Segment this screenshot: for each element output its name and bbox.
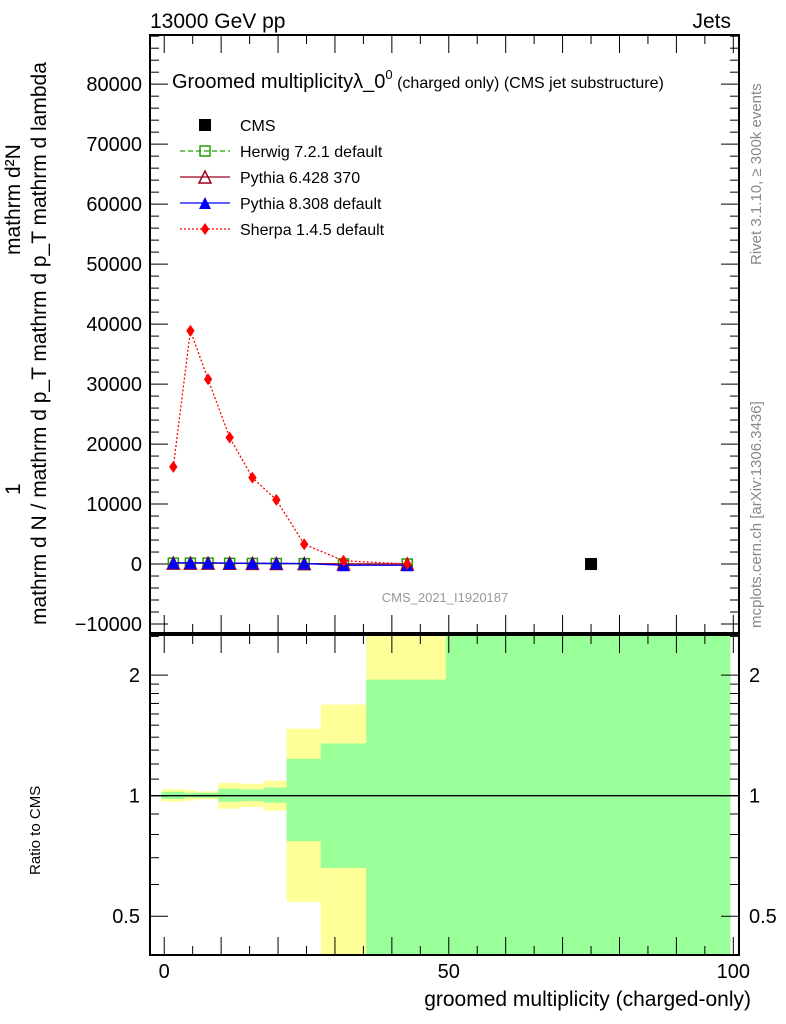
x-axis-label: groomed multiplicity (charged-only) (424, 988, 751, 1011)
ratio-y-tick-label-right: 1 (749, 786, 760, 808)
data-point (169, 460, 178, 473)
main-plot: −10000 0 10000 20000 30000 40000 50000 60000 700… (75, 34, 740, 636)
data-point (270, 557, 283, 570)
ratio-y-tick-label: 2 (129, 665, 140, 687)
ratio-y-tick-label: 1 (129, 786, 140, 808)
title-tail: (CMS jet substructure) (499, 75, 663, 92)
y-label-d2n: mathrm d²N (2, 144, 25, 255)
title-suffix: (charged only) (393, 75, 500, 92)
data-point (200, 223, 210, 235)
ratio-frame (149, 634, 740, 956)
ratio-plot: 0.5 0.5 1 1 2 2 0 50 100 (112, 634, 777, 983)
data-point (272, 493, 281, 506)
y-tick-label: 50000 (86, 254, 142, 276)
title-sup: 0 (385, 67, 392, 82)
data-point (248, 471, 257, 484)
ratio-y-tick-label: 0.5 (112, 906, 140, 928)
data-point (199, 197, 211, 209)
ratio-band-green (320, 743, 367, 868)
data-point (184, 556, 197, 569)
y-tick-label: 80000 (86, 74, 142, 96)
legend-label: Sherpa 1.4.5 default (240, 222, 385, 239)
title-main: Groomed multiplicityλ_0 (172, 71, 385, 93)
header-right: Jets (692, 10, 731, 33)
x-tick-label: 50 (438, 961, 460, 983)
ratio-y-tick-label-right: 0.5 (749, 906, 777, 928)
data-point (186, 324, 195, 337)
data-point (199, 119, 211, 131)
ratio-band-green (286, 758, 321, 842)
ratio-band-green (366, 679, 446, 955)
x-tick-label: 0 (159, 961, 170, 983)
y-tick-label: 40000 (86, 314, 142, 336)
data-point (203, 373, 213, 386)
data-point (202, 556, 215, 569)
y-label-one: 1 (2, 483, 25, 495)
main-frame (149, 34, 740, 634)
data-point (199, 145, 211, 157)
series-line (172, 330, 408, 565)
y-label-denominator: mathrm d N / mathrm d p_T mathrm d p_T m… (28, 62, 51, 625)
watermark: CMS_2021_I1920187 (382, 590, 509, 605)
y-tick-label: 0 (131, 554, 142, 576)
y-tick-label: 60000 (86, 194, 142, 216)
data-point (167, 556, 180, 569)
mcplots-label: mcplots.cern.ch [arXiv:1306.3436] (748, 401, 765, 628)
main-title: Groomed multiplicityλ_00 (charged only) … (172, 67, 664, 93)
y-tick-label: −10000 (75, 614, 142, 636)
data-point (585, 558, 598, 571)
data-point (246, 557, 259, 570)
data-point (403, 558, 412, 571)
y-tick-label: 10000 (86, 494, 142, 516)
data-point (197, 169, 213, 184)
y-tick-label: 30000 (86, 374, 142, 396)
y-tick-label: 70000 (86, 134, 142, 156)
data-point (223, 557, 236, 570)
x-tick-label: 100 (717, 961, 750, 983)
ratio-y-tick-label-right: 2 (749, 665, 760, 687)
data-point (300, 538, 309, 551)
y-tick-label: 20000 (86, 434, 142, 456)
ratio-band-green (445, 635, 731, 955)
rivet-label: Rivet 3.1.10, ≥ 300k events (748, 83, 765, 265)
data-point (225, 431, 234, 444)
ratio-y-label: Ratio to CMS (27, 786, 44, 875)
legend-label: CMS (240, 118, 276, 135)
legend-label: Herwig 7.2.1 default (240, 144, 383, 161)
data-point (298, 557, 311, 570)
header-left: 13000 GeV pp (150, 10, 285, 33)
data-point (339, 554, 348, 567)
legend-label: Pythia 8.308 default (240, 196, 382, 213)
legend-label: Pythia 6.428 370 (240, 170, 360, 187)
